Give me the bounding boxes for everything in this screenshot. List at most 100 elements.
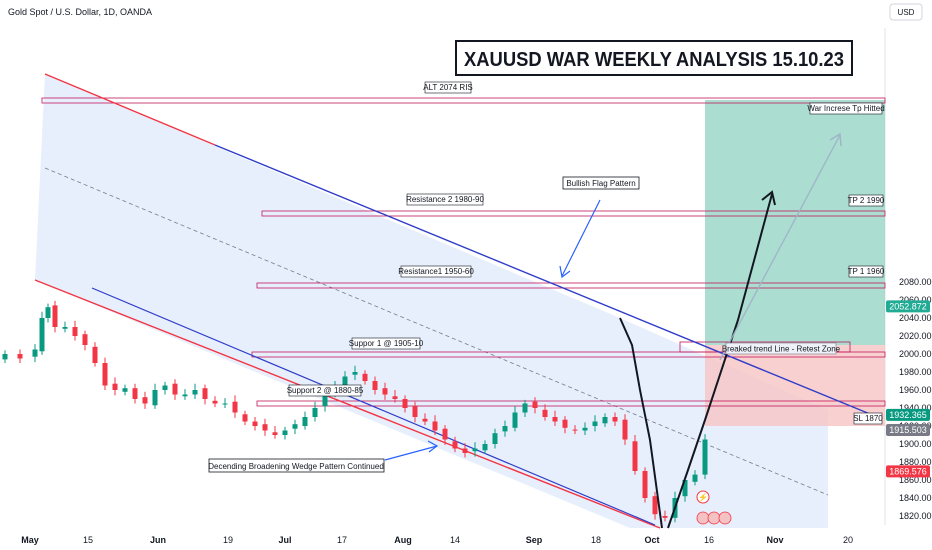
annotation-retest-zone: Breaked trend Line - Retest Zone	[722, 342, 841, 355]
candle-body	[82, 334, 88, 345]
candle-body	[32, 349, 38, 357]
candle-body	[552, 417, 558, 422]
y-tick-label: 1840.00	[899, 493, 932, 503]
candle-body	[612, 417, 618, 422]
y-tick-label: 2040.00	[899, 313, 932, 323]
candle-body	[702, 439, 708, 475]
price-label-box	[886, 408, 930, 421]
candle-body	[622, 419, 628, 440]
candle-body	[192, 390, 198, 395]
candle-body	[262, 424, 268, 431]
candle-body	[39, 318, 45, 352]
candle-body	[252, 421, 258, 426]
candle-body	[17, 354, 23, 359]
banner-title: XAUUSD WAR WEEKLY ANALYSIS 15.10.23	[464, 49, 844, 71]
wedge-channel-fill	[35, 74, 828, 528]
candle-body	[682, 480, 688, 497]
flag-icon-1[interactable]	[696, 511, 710, 525]
candle-body	[52, 305, 58, 327]
flag-icon-2[interactable]	[707, 511, 721, 525]
candle-body	[142, 397, 148, 404]
target-label: War Increse Tp Hitted	[807, 104, 884, 113]
candle-body	[472, 448, 478, 452]
candle-body	[412, 406, 418, 417]
candle-body	[632, 441, 638, 471]
event-markers[interactable]: ⚡	[696, 490, 732, 525]
annotation-bullish-flag: Bullish Flag Pattern	[562, 176, 640, 190]
target-label-box	[853, 412, 883, 425]
x-tick-label: Aug	[394, 535, 412, 545]
currency-button[interactable]: USD	[889, 3, 923, 21]
y-tick-label: 1960.00	[899, 385, 932, 395]
x-tick-label: 15	[83, 535, 93, 545]
target-label: TP 1 1960	[848, 267, 885, 276]
y-tick-label: 1880.00	[899, 457, 932, 467]
channel-lower-blue	[91, 287, 656, 526]
level-box-sup1	[251, 351, 886, 358]
y-tick-label: 1860.00	[899, 475, 932, 485]
x-tick-label: 20	[843, 535, 853, 545]
candle-body	[122, 388, 128, 392]
x-tick-label: Jul	[278, 535, 291, 545]
candle-body	[282, 430, 288, 435]
svg-text:Bullish Flag Pattern: Bullish Flag Pattern	[566, 179, 635, 188]
candle-body	[352, 372, 358, 375]
level-label-box	[406, 193, 484, 206]
price-label-box	[886, 424, 930, 437]
price-label-box	[886, 300, 930, 313]
level-label-box	[351, 337, 421, 350]
level-label-box	[424, 81, 472, 94]
candle-body	[502, 426, 508, 432]
target-label-box	[848, 194, 884, 207]
price-label: 1932.365	[889, 410, 927, 420]
lightning-icon[interactable]	[696, 490, 710, 504]
candle-body	[62, 327, 68, 329]
candle-body	[152, 390, 158, 406]
svg-text:Decending Broadening Wedge Pat: Decending Broadening Wedge Pattern Conti…	[208, 462, 384, 471]
candle-body	[432, 421, 438, 431]
candle-body	[692, 474, 698, 482]
x-tick-label: Sep	[526, 535, 543, 545]
candle-body	[482, 444, 488, 451]
level-label: Resistance 2 1980-90	[406, 195, 484, 204]
y-tick-label: 2000.00	[899, 349, 932, 359]
channel-lower-red	[34, 279, 661, 529]
svg-text:Breaked trend Line - Retest Zo: Breaked trend Line - Retest Zone	[722, 345, 841, 354]
candle-body	[642, 471, 648, 498]
flag-icon-3[interactable]	[718, 511, 732, 525]
target-zone	[705, 100, 885, 345]
price-label-box	[886, 465, 930, 478]
y-tick-label: 1980.00	[899, 367, 932, 377]
candle-body	[292, 424, 298, 429]
annotation-wedge: Decending Broadening Wedge Pattern Conti…	[208, 458, 385, 473]
target-label: SL 1870	[853, 414, 883, 423]
y-tick-label: 2060.00	[899, 295, 932, 305]
price-label: 2052.872	[889, 301, 927, 311]
level-label: Suppor 1 @ 1905-10	[349, 339, 424, 348]
candle-body	[232, 401, 238, 413]
candle-body	[492, 433, 498, 444]
y-tick-label: 1940.00	[899, 403, 932, 413]
candle-body	[382, 388, 388, 395]
currency-label: USD	[898, 8, 915, 17]
level-box-alt	[41, 97, 886, 104]
candle-body	[312, 408, 318, 417]
candles	[2, 300, 708, 523]
candle-body	[592, 421, 598, 426]
symbol-title[interactable]: Gold Spot / U.S. Dollar, 1D, OANDA	[8, 7, 152, 17]
level-label-box	[400, 265, 472, 278]
target-label-box	[848, 265, 884, 278]
x-tick-label: 14	[450, 535, 460, 545]
x-tick-label: Jun	[150, 535, 166, 545]
candle-body	[422, 418, 428, 422]
candle-body	[182, 394, 188, 397]
x-tick-label: Oct	[644, 535, 659, 545]
candle-body	[652, 496, 658, 515]
candle-body	[462, 448, 468, 453]
channel-upper-blue	[214, 144, 871, 415]
target-labels: War Increse Tp Hitted TP 2 1990 TP 1 1960 S…	[807, 102, 885, 425]
candle-body	[522, 403, 528, 413]
candle-body	[212, 400, 218, 404]
candle-body	[132, 388, 138, 399]
